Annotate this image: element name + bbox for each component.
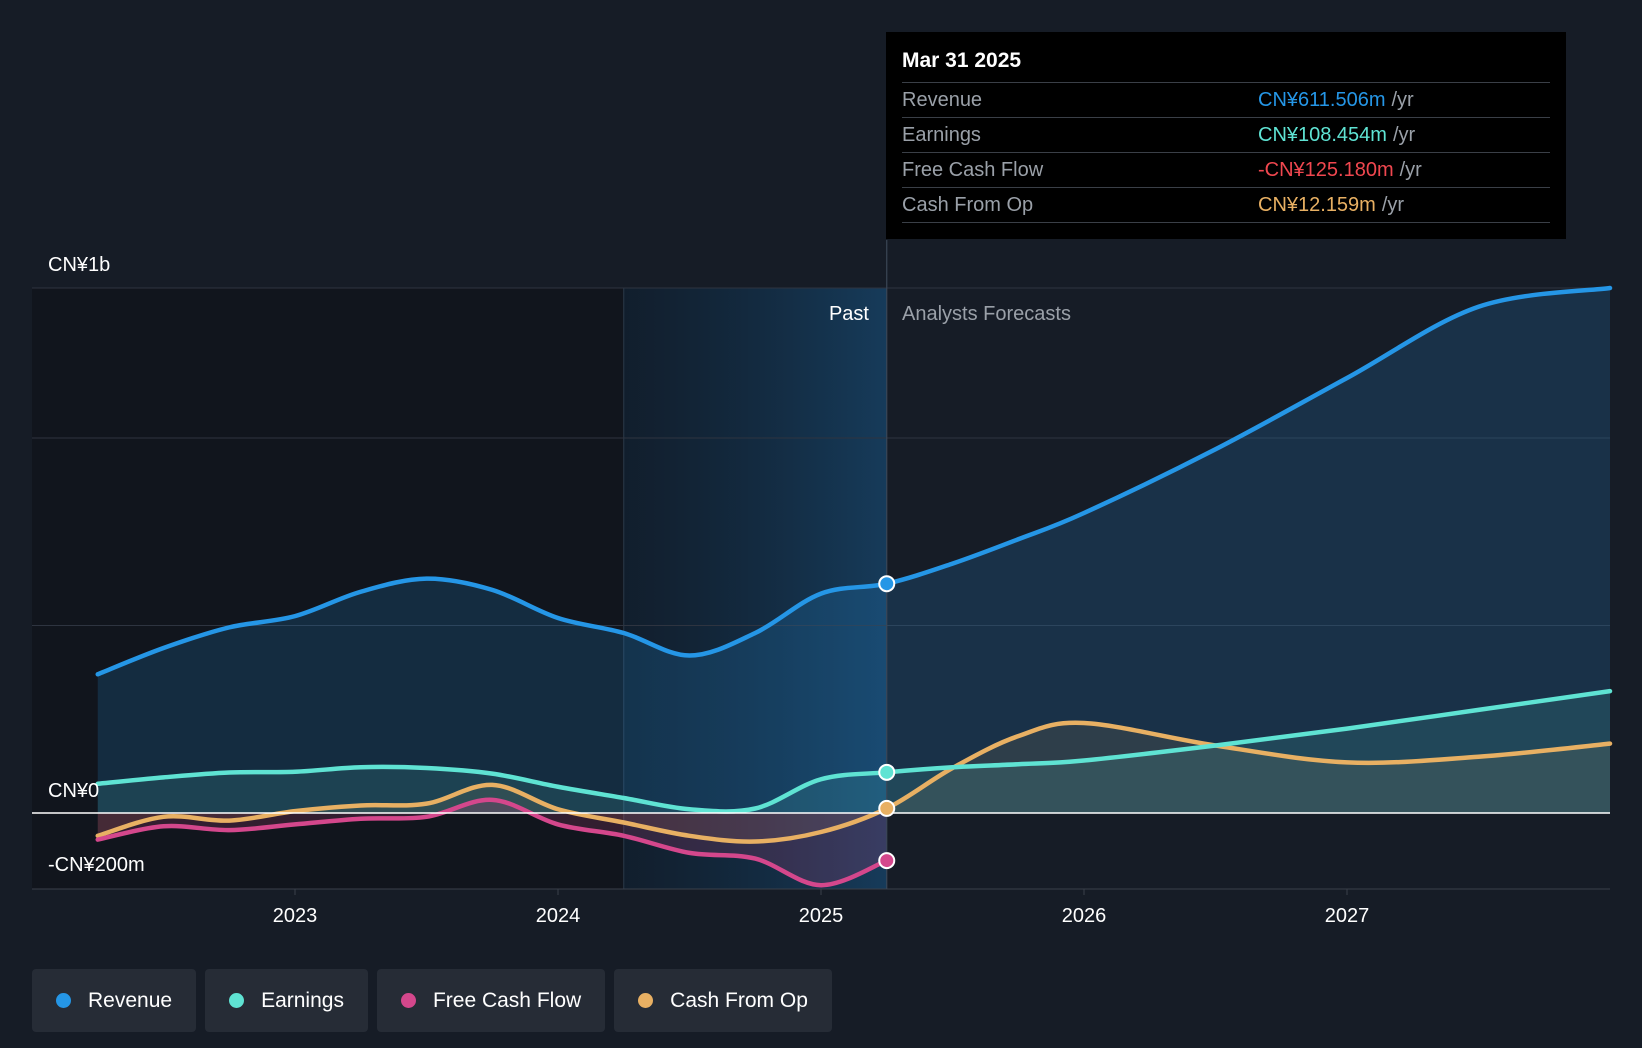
line-earnings [95,688,1613,814]
legend-label: Revenue [88,988,173,1012]
forecast-label: Analysts Forecasts [902,303,1071,325]
tooltip-value-revenue: CN¥611.506m [1258,89,1386,111]
tooltip-unit: /yr [1381,194,1405,216]
x-tick-label-2025: 2025 [799,905,844,927]
tooltip-row-cash-from-op: Cash From Op CN¥12.159m/yr [902,187,1550,223]
marker-free-cash-flow [878,852,896,870]
legend-item-free-cash-flow[interactable]: Free Cash Flow [376,969,606,1032]
x-tick-label-2023: 2023 [273,905,318,927]
tooltip-row-revenue: Revenue CN¥611.506m/yr [902,82,1550,117]
legend-label: Cash From Op [670,988,808,1012]
tooltip-label: Free Cash Flow [902,159,1044,181]
tooltip-panel: Mar 31 2025 Revenue CN¥611.506m/yr Earni… [886,32,1566,239]
y-tick-label-bottom: -CN¥200m [48,854,145,876]
legend-dot-icon [56,993,71,1008]
tooltip-unit: /yr [1399,159,1422,181]
x-tick-label-2027: 2027 [1325,905,1370,927]
tooltip-unit: /yr [1392,124,1416,146]
area-earnings [97,691,1610,813]
tooltip-label: Revenue [902,89,983,111]
tooltip-label: Cash From Op [902,194,1034,216]
legend-label: Earnings [261,988,344,1012]
area-free-cash-flow [97,799,887,886]
x-tick-label-2026: 2026 [1062,905,1107,927]
legend-item-earnings[interactable]: Earnings [205,969,368,1032]
line-revenue [95,285,1613,677]
legend-dot-icon [638,993,654,1008]
tooltip-value-wrap: CN¥12.159m/yr [1258,188,1404,222]
y-tick-label-top: CN¥1b [48,254,110,276]
legend-label: Free Cash Flow [432,988,582,1012]
legend-item-cash-from-op[interactable]: Cash From Op [614,969,832,1032]
tooltip-unit: /yr [1391,89,1414,111]
tooltip-date: Mar 31 2025 [902,49,1022,72]
x-tick-label-2024: 2024 [536,905,581,927]
y-tick-label-zero: CN¥0 [48,780,99,802]
legend-dot-icon [400,993,416,1008]
tooltip-value-wrap: CN¥108.454m/yr [1258,118,1415,152]
tooltip-row-free-cash-flow: Free Cash Flow -CN¥125.180m/yr [902,152,1550,187]
line-cash-from-op [95,720,1613,844]
legend-dot-icon [229,993,245,1008]
marker-cash-from-op [878,799,896,817]
legend-item-revenue[interactable]: Revenue [32,969,197,1032]
tooltip-value-earnings: CN¥108.454m [1258,124,1387,146]
tooltip-label: Earnings [902,124,981,146]
tooltip-value-wrap: -CN¥125.180m/yr [1258,153,1422,187]
tooltip-value-free-cash-flow: -CN¥125.180m [1258,159,1394,181]
legend: Revenue Earnings Free Cash Flow Cash Fro… [32,969,832,1032]
tooltip-value-wrap: CN¥611.506m/yr [1258,83,1414,117]
area-revenue [97,288,1610,813]
tooltip-value-cash-from-op: CN¥12.159m [1258,194,1376,216]
marker-earnings [878,763,896,781]
chart-canvas: CN¥1b CN¥0 -CN¥200m Past Analysts Foreca… [32,240,1613,927]
tooltip-row-earnings: Earnings CN¥108.454m/yr [902,117,1550,152]
line-free-cash-flow [95,797,889,888]
area-cash-from-op [97,722,1610,842]
marker-revenue [878,575,896,593]
past-label: Past [829,303,869,325]
